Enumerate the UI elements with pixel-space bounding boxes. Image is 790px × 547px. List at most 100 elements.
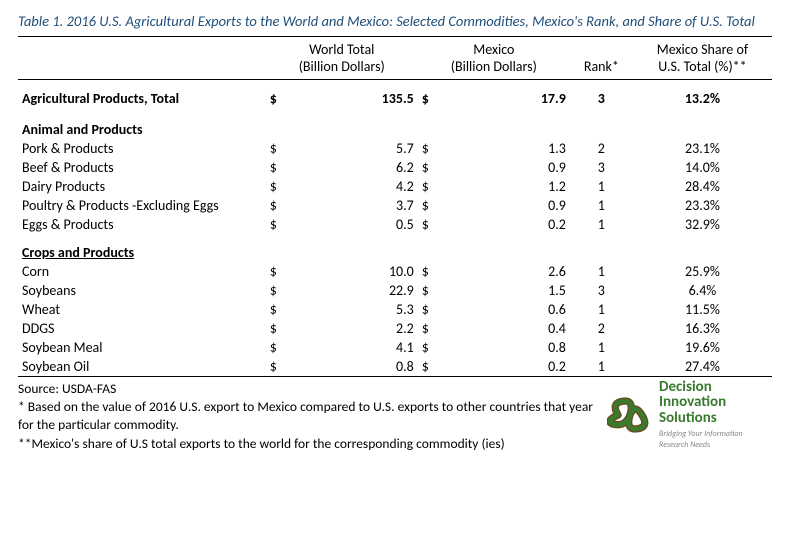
table-row: Soybean Meal $ 4.1 $ 0.8 1 19.6%: [18, 338, 772, 357]
rank-value: 1: [570, 215, 633, 234]
currency-symbol: $: [266, 196, 290, 215]
rank-value: 1: [570, 357, 633, 377]
world-value: 135.5: [290, 80, 418, 112]
currency-symbol: $: [418, 357, 442, 377]
share-value: 19.6%: [633, 338, 772, 357]
currency-symbol: $: [418, 196, 442, 215]
currency-symbol: $: [418, 215, 442, 234]
currency-symbol: $: [418, 319, 442, 338]
commodity-name: Wheat: [18, 300, 266, 319]
mexico-value: 0.9: [442, 196, 570, 215]
section-header: Animal and Products: [18, 111, 772, 139]
mexico-value: 0.9: [442, 158, 570, 177]
footnote-share: **Mexico's share of U.S total exports to…: [18, 435, 602, 453]
world-value: 10.0: [290, 262, 418, 281]
rank-value: 1: [570, 300, 633, 319]
currency-symbol: $: [418, 338, 442, 357]
company-logo: Decision Innovation Solutions Bridging Y…: [607, 380, 772, 450]
table-row: Dairy Products $ 4.2 $ 1.2 1 28.4%: [18, 177, 772, 196]
share-value: 11.5%: [633, 300, 772, 319]
commodity-name: Poultry & Products -Excluding Eggs: [18, 196, 266, 215]
commodity-name: Agricultural Products, Total: [18, 80, 266, 112]
rank-value: 1: [570, 338, 633, 357]
mexico-value: 0.8: [442, 338, 570, 357]
currency-symbol: $: [418, 262, 442, 281]
commodity-name: Soybean Oil: [18, 357, 266, 377]
logo-line3: Solutions: [659, 411, 772, 427]
share-value: 28.4%: [633, 177, 772, 196]
share-value: 14.0%: [633, 158, 772, 177]
world-value: 5.3: [290, 300, 418, 319]
logo-tagline: Bridging Your Information Research Needs: [659, 429, 772, 451]
col-world: World Total(Billion Dollars): [266, 39, 418, 77]
rank-value: 1: [570, 262, 633, 281]
world-value: 5.7: [290, 139, 418, 158]
col-mexico: Mexico(Billion Dollars): [418, 39, 570, 77]
commodity-name: Beef & Products: [18, 158, 266, 177]
currency-symbol: $: [266, 338, 290, 357]
mexico-value: 17.9: [442, 80, 570, 112]
share-value: 13.2%: [633, 80, 772, 112]
mexico-value: 0.2: [442, 357, 570, 377]
commodity-name: Soybeans: [18, 281, 266, 300]
currency-symbol: $: [266, 139, 290, 158]
rank-value: 1: [570, 177, 633, 196]
commodity-name: DDGS: [18, 319, 266, 338]
share-value: 32.9%: [633, 215, 772, 234]
col-commodity: [18, 39, 266, 77]
table-row: Agricultural Products, Total $ 135.5 $ 1…: [18, 80, 772, 112]
table-row: Soybeans $ 22.9 $ 1.5 3 6.4%: [18, 281, 772, 300]
currency-symbol: $: [418, 80, 442, 112]
rank-value: 2: [570, 139, 633, 158]
footnotes: Source: USDA-FAS * Based on the value of…: [18, 380, 772, 453]
table-row: Soybean Oil $ 0.8 $ 0.2 1 27.4%: [18, 357, 772, 377]
world-value: 3.7: [290, 196, 418, 215]
currency-symbol: $: [266, 281, 290, 300]
exports-table: World Total(Billion Dollars) Mexico(Bill…: [18, 36, 772, 378]
mexico-value: 2.6: [442, 262, 570, 281]
mexico-value: 1.5: [442, 281, 570, 300]
rank-value: 2: [570, 319, 633, 338]
rank-value: 3: [570, 158, 633, 177]
world-value: 2.2: [290, 319, 418, 338]
currency-symbol: $: [266, 357, 290, 377]
mexico-value: 0.4: [442, 319, 570, 338]
share-value: 23.1%: [633, 139, 772, 158]
commodity-name: Pork & Products: [18, 139, 266, 158]
currency-symbol: $: [418, 139, 442, 158]
currency-symbol: $: [418, 177, 442, 196]
currency-symbol: $: [418, 281, 442, 300]
table-row: Pork & Products $ 5.7 $ 1.3 2 23.1%: [18, 139, 772, 158]
mexico-value: 0.6: [442, 300, 570, 319]
currency-symbol: $: [266, 177, 290, 196]
world-value: 0.5: [290, 215, 418, 234]
world-value: 6.2: [290, 158, 418, 177]
currency-symbol: $: [418, 158, 442, 177]
share-value: 6.4%: [633, 281, 772, 300]
table-row: DDGS $ 2.2 $ 0.4 2 16.3%: [18, 319, 772, 338]
rank-value: 3: [570, 80, 633, 112]
table-row: Eggs & Products $ 0.5 $ 0.2 1 32.9%: [18, 215, 772, 234]
section-header: Crops and Products: [18, 234, 772, 262]
table-row: Corn $ 10.0 $ 2.6 1 25.9%: [18, 262, 772, 281]
col-rank: Rank*: [570, 39, 633, 77]
table-title: Table 1. 2016 U.S. Agricultural Exports …: [18, 12, 772, 30]
share-value: 27.4%: [633, 357, 772, 377]
currency-symbol: $: [266, 158, 290, 177]
mexico-value: 1.2: [442, 177, 570, 196]
footnote-source: Source: USDA-FAS: [18, 380, 602, 398]
mexico-value: 0.2: [442, 215, 570, 234]
table-row: Poultry & Products -Excluding Eggs $ 3.7…: [18, 196, 772, 215]
world-value: 0.8: [290, 357, 418, 377]
share-value: 25.9%: [633, 262, 772, 281]
currency-symbol: $: [266, 300, 290, 319]
world-value: 4.1: [290, 338, 418, 357]
currency-symbol: $: [266, 319, 290, 338]
table-row: Beef & Products $ 6.2 $ 0.9 3 14.0%: [18, 158, 772, 177]
commodity-name: Corn: [18, 262, 266, 281]
table-row: Wheat $ 5.3 $ 0.6 1 11.5%: [18, 300, 772, 319]
currency-symbol: $: [266, 80, 290, 112]
rank-value: 3: [570, 281, 633, 300]
rank-value: 1: [570, 196, 633, 215]
currency-symbol: $: [266, 215, 290, 234]
